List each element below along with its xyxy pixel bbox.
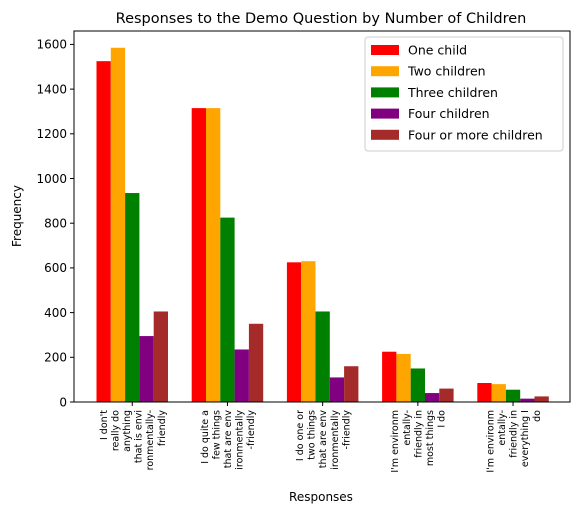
bar-series-1-cat-2 xyxy=(301,261,316,402)
plot-frame xyxy=(73,30,571,403)
x-category-label: I'm environm xyxy=(485,410,496,473)
y-axis: 0 200 400 600 800 1000 1200 1400 1600 xyxy=(36,38,74,409)
x-category-label: few things xyxy=(211,410,222,459)
x-category-label: that is envi xyxy=(134,410,145,463)
legend-entry: One child xyxy=(408,43,467,58)
x-category-label: ronmentally- xyxy=(145,410,156,470)
x-category-label: -friendly xyxy=(246,410,257,450)
bar-series-4-cat-1 xyxy=(248,323,264,402)
y-tick-label: 800 xyxy=(44,217,67,231)
bar-series-2-cat-0 xyxy=(125,193,140,402)
bar-series-4-cat-0 xyxy=(153,311,168,402)
bars-layer xyxy=(96,47,549,403)
x-category-label: ironmentally xyxy=(330,410,341,470)
bar-series-2-cat-3 xyxy=(410,368,425,402)
x-category-label: everything I xyxy=(520,410,531,467)
x-category-label: friendly in xyxy=(509,410,520,458)
bar-series-2-cat-4 xyxy=(505,389,521,402)
x-category-label: really do xyxy=(110,410,121,451)
bar-series-3-cat-0 xyxy=(139,336,154,402)
bar-series-1-cat-3 xyxy=(396,353,411,402)
bar-series-3-cat-4 xyxy=(520,398,535,402)
bar-series-3-cat-3 xyxy=(425,393,440,402)
bar-series-0-cat-1 xyxy=(191,108,206,403)
y-tick-label: 400 xyxy=(44,306,67,320)
legend-swatch xyxy=(371,45,399,55)
legend-entry: Four or more children xyxy=(408,127,543,142)
bar-series-3-cat-1 xyxy=(234,349,249,402)
x-category-label: I do one or xyxy=(295,410,306,461)
bar-series-3-cat-2 xyxy=(329,377,345,402)
bar-series-4-cat-3 xyxy=(439,388,454,402)
x-category-label: do xyxy=(532,410,543,422)
legend: One child Two children Three children Four … xyxy=(364,36,564,152)
legend-swatch xyxy=(371,108,399,119)
bar-series-2-cat-2 xyxy=(315,311,330,402)
y-tick-label: 600 xyxy=(44,261,67,275)
x-axis-label: Responses xyxy=(289,490,353,504)
legend-entry: Two children xyxy=(407,64,486,79)
x-category-label: that are env xyxy=(223,410,234,469)
bar-series-0-cat-2 xyxy=(286,262,302,402)
bar-series-1-cat-0 xyxy=(110,47,126,402)
x-axis: I don't really do anything that is envi ronm… xyxy=(99,402,543,473)
bar-series-0-cat-3 xyxy=(382,351,397,402)
bar-series-2-cat-1 xyxy=(220,217,235,402)
bar-series-4-cat-4 xyxy=(534,396,549,402)
legend-swatch xyxy=(371,87,399,98)
legend-entry: Four children xyxy=(408,106,490,121)
bar-series-1-cat-1 xyxy=(206,108,221,403)
x-category-label: entally- xyxy=(497,410,508,446)
x-category-label: ironmentally xyxy=(235,410,246,470)
legend-entry: Three children xyxy=(407,85,498,100)
x-category-label: anything xyxy=(122,410,133,452)
legend-swatch xyxy=(371,129,399,140)
y-tick-label: 200 xyxy=(44,351,67,365)
x-category-label: I do quite a xyxy=(200,410,211,464)
x-category-label: friendly in xyxy=(413,410,424,458)
bar-series-0-cat-0 xyxy=(96,61,111,403)
y-tick-label: 0 xyxy=(59,395,67,409)
legend-swatch xyxy=(371,66,399,77)
bar-series-1-cat-4 xyxy=(491,384,506,402)
x-category-label: entally- xyxy=(402,410,413,446)
y-tick-label: 1200 xyxy=(36,127,67,141)
legend-box xyxy=(364,36,564,152)
y-axis-label: Frequency xyxy=(10,185,24,247)
y-tick-label: 1400 xyxy=(36,82,67,96)
x-category-label: two things xyxy=(307,410,318,460)
x-category-label: friendly xyxy=(157,410,168,446)
bar-series-4-cat-2 xyxy=(344,366,359,402)
x-category-label: I'm environm xyxy=(390,410,401,473)
y-tick-label: 1600 xyxy=(36,38,67,52)
chart-title: Responses to the Demo Question by Number… xyxy=(116,11,527,27)
x-category-label: I don't xyxy=(99,410,110,440)
x-category-label: I do xyxy=(437,410,448,428)
x-category-label: that are env xyxy=(318,410,329,469)
x-category-label: most things xyxy=(425,410,436,466)
y-tick-label: 1000 xyxy=(36,172,67,186)
bar-series-0-cat-4 xyxy=(477,383,492,402)
x-category-label: -friendly xyxy=(341,410,352,450)
